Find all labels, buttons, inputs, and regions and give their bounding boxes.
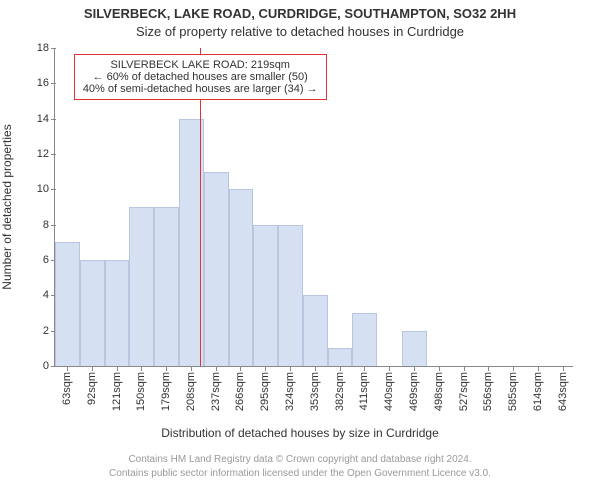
x-tick: 121sqm xyxy=(111,372,123,411)
x-tick-mark xyxy=(364,366,365,371)
histogram-bar xyxy=(278,225,303,366)
y-axis-label: Number of detached properties xyxy=(0,124,14,289)
annotation-line: 40% of semi-detached houses are larger (… xyxy=(83,83,318,95)
histogram-bar xyxy=(229,189,254,366)
y-tick: 10 xyxy=(37,183,55,195)
y-tick: 0 xyxy=(43,360,55,372)
x-tick-mark xyxy=(67,366,68,371)
x-tick: 208sqm xyxy=(185,372,197,411)
x-tick: 353sqm xyxy=(309,372,321,411)
histogram-bar xyxy=(253,225,278,366)
y-tick: 8 xyxy=(43,219,55,231)
histogram-bar xyxy=(303,295,328,366)
x-tick: 382sqm xyxy=(334,372,346,411)
footer-line-2: Contains public sector information licen… xyxy=(0,468,600,479)
x-tick-mark xyxy=(513,366,514,371)
histogram-bar xyxy=(129,207,154,366)
x-tick-mark xyxy=(464,366,465,371)
x-tick-mark xyxy=(340,366,341,371)
x-tick: 324sqm xyxy=(284,372,296,411)
y-tick: 18 xyxy=(37,42,55,54)
x-tick-mark xyxy=(141,366,142,371)
x-tick: 469sqm xyxy=(408,372,420,411)
x-tick: 266sqm xyxy=(234,372,246,411)
histogram-bar xyxy=(328,348,353,366)
x-tick-mark xyxy=(414,366,415,371)
x-tick: 295sqm xyxy=(259,372,271,411)
x-tick: 585sqm xyxy=(507,372,519,411)
x-tick: 556sqm xyxy=(482,372,494,411)
x-tick-mark xyxy=(117,366,118,371)
x-tick-mark xyxy=(240,366,241,371)
x-tick: 411sqm xyxy=(358,372,370,410)
histogram-bar xyxy=(105,260,130,366)
x-tick: 498sqm xyxy=(433,372,445,411)
plot-area: 02468101214161863sqm92sqm121sqm150sqm179… xyxy=(54,48,573,367)
annotation-line: ← 60% of detached houses are smaller (50… xyxy=(83,71,318,83)
footer-line-1: Contains HM Land Registry data © Crown c… xyxy=(0,454,600,465)
x-tick: 237sqm xyxy=(210,372,222,411)
x-tick-mark xyxy=(290,366,291,371)
x-tick-mark xyxy=(166,366,167,371)
x-tick: 440sqm xyxy=(383,372,395,411)
histogram-bar xyxy=(154,207,179,366)
histogram-bar xyxy=(204,172,229,366)
chart-subtitle: Size of property relative to detached ho… xyxy=(0,24,600,39)
chart-title: SILVERBECK, LAKE ROAD, CURDRIDGE, SOUTHA… xyxy=(0,6,600,21)
x-tick-mark xyxy=(439,366,440,371)
annotation-line: SILVERBECK LAKE ROAD: 219sqm xyxy=(83,59,318,71)
y-tick: 6 xyxy=(43,254,55,266)
x-tick: 614sqm xyxy=(532,372,544,411)
x-axis-label: Distribution of detached houses by size … xyxy=(0,426,600,440)
x-tick: 179sqm xyxy=(160,372,172,411)
x-tick: 150sqm xyxy=(135,372,147,411)
annotation-box: SILVERBECK LAKE ROAD: 219sqm← 60% of det… xyxy=(74,54,327,100)
y-tick: 4 xyxy=(43,289,55,301)
y-tick: 14 xyxy=(37,113,55,125)
histogram-bar xyxy=(352,313,377,366)
y-tick: 16 xyxy=(37,77,55,89)
y-tick: 12 xyxy=(37,148,55,160)
x-tick-mark xyxy=(488,366,489,371)
x-tick-mark xyxy=(563,366,564,371)
x-tick-mark xyxy=(92,366,93,371)
x-tick-mark xyxy=(216,366,217,371)
y-tick: 2 xyxy=(43,325,55,337)
x-tick-mark xyxy=(265,366,266,371)
x-tick: 92sqm xyxy=(86,372,98,405)
histogram-bar xyxy=(55,242,80,366)
x-tick: 643sqm xyxy=(557,372,569,411)
histogram-bar xyxy=(80,260,105,366)
histogram-bar xyxy=(402,331,427,366)
x-tick-mark xyxy=(538,366,539,371)
x-tick-mark xyxy=(191,366,192,371)
x-tick-mark xyxy=(389,366,390,371)
x-tick: 527sqm xyxy=(458,372,470,411)
x-tick: 63sqm xyxy=(61,372,73,405)
x-tick-mark xyxy=(315,366,316,371)
